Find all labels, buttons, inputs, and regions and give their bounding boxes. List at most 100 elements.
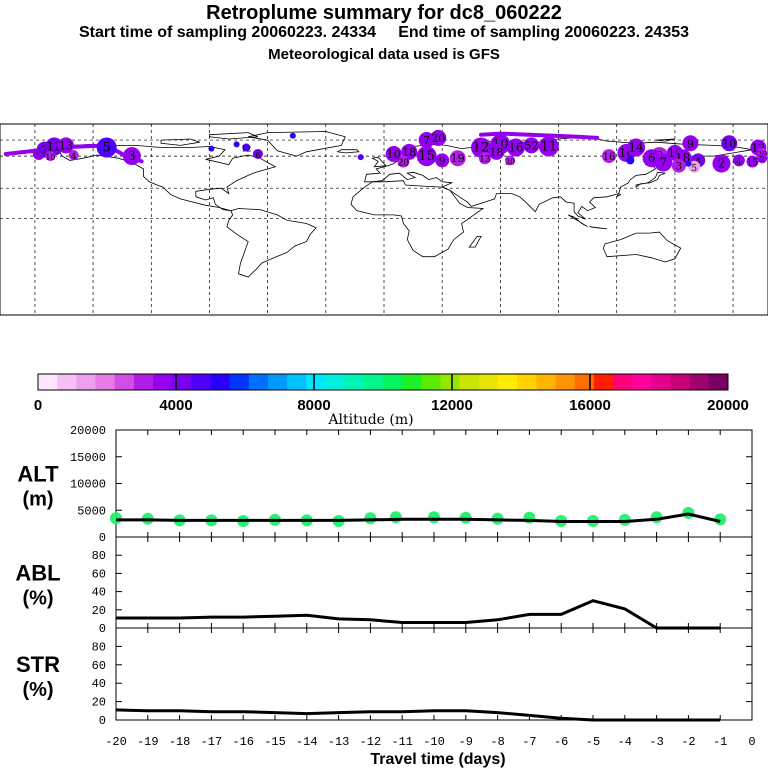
coastline (602, 231, 682, 263)
plume-point-label: 10 (387, 148, 401, 161)
plume-point (449, 150, 466, 167)
x-tick-label: -18 (169, 735, 191, 749)
plume-point-label: 3 (128, 149, 136, 163)
chart-title: Retroplume summary for dc8_060222 (206, 2, 562, 24)
plume-point-label: 7 (659, 156, 667, 170)
map-panel: 9712131045312610181520720199121016185211… (0, 123, 768, 316)
coastline (350, 180, 485, 258)
coastline (589, 226, 608, 230)
abl-panel: 80 60 40 20 0 ABL(%) (15, 536, 753, 636)
plume-point-label: 15 (747, 158, 759, 168)
plume-point (122, 147, 141, 166)
x-tick-label: -17 (201, 735, 223, 749)
plume-point-label: 12 (241, 145, 251, 154)
colorbar-swatch (191, 374, 211, 390)
coastline (209, 132, 259, 140)
plume-point-label: 15 (418, 149, 435, 164)
str-label: STR (16, 652, 60, 677)
plume-point-label: 5 (691, 164, 697, 174)
abl-label: ABL (15, 561, 60, 586)
abl-line (116, 599, 721, 630)
plume-point-label: 6 (648, 151, 656, 165)
altitude-point (364, 512, 377, 525)
plume-point (712, 154, 731, 173)
met-data-note: Meteorological data used is GFS (268, 46, 500, 63)
plume-point (506, 138, 525, 157)
colorbar-swatch (248, 374, 269, 390)
x-tick-label: -1 (713, 735, 727, 749)
colorbar-swatch (325, 374, 345, 390)
colorbar-swatch (708, 374, 729, 390)
coastline (336, 149, 360, 154)
coastline (616, 193, 622, 198)
plume-point (45, 151, 56, 162)
coastline (567, 214, 588, 228)
plume-point-label: 4 (736, 157, 742, 167)
plume-point (435, 153, 450, 168)
y-tick-label: 0 (99, 622, 106, 636)
plume-point (746, 155, 759, 168)
x-tick-label: -2 (681, 735, 695, 749)
plume-point (682, 135, 699, 152)
colorbar-tick-label: 16000 (569, 397, 611, 414)
coastline (160, 138, 200, 146)
colorbar-swatch (670, 374, 690, 390)
x-tick-label: -15 (264, 735, 286, 749)
plume-point (68, 150, 79, 161)
colorbar-label: Altitude (m) (327, 412, 413, 428)
coastline (655, 138, 675, 142)
colorbar-swatch (689, 374, 710, 390)
plume-point-label: 3 (676, 162, 682, 173)
y-tick-label: 60 (92, 659, 106, 673)
y-tick-label: 40 (92, 677, 106, 691)
altitude-point (428, 511, 440, 524)
colorbar-swatch (306, 374, 326, 390)
plume-point-label: 9 (36, 151, 42, 161)
altitude-point (714, 513, 727, 526)
plume-point-label: 14 (628, 141, 644, 155)
y-tick-label: 80 (92, 640, 106, 654)
colorbar-swatch (133, 374, 154, 390)
colorbar-swatch (478, 374, 499, 390)
plume-points: 9712131045312610181520720199121016185211… (32, 129, 767, 174)
coastline (248, 131, 346, 157)
colorbar-swatch (38, 374, 58, 390)
y-tick-label: 80 (92, 549, 106, 563)
plume-point (357, 154, 364, 161)
y-tick-label: 5000 (77, 504, 106, 518)
plume-point (732, 154, 745, 167)
plume-point-label: 9 (439, 156, 445, 167)
colorbar-tick-label: 20000 (707, 397, 749, 414)
plume-point (685, 160, 692, 167)
plume-point-label: 19 (451, 152, 465, 165)
x-tick-label: -13 (328, 735, 350, 749)
plume-point-label: 13 (59, 139, 73, 152)
altitude-point (389, 511, 402, 524)
colorbar-swatch (440, 374, 460, 390)
colorbar-swatch (421, 374, 441, 390)
colorbar-swatch (172, 374, 192, 390)
plume-point (488, 143, 505, 160)
coastline (226, 208, 317, 278)
colorbar-swatch (383, 374, 403, 390)
plume-point-label: 12 (47, 139, 62, 153)
str-frame (115, 627, 753, 721)
plume-point (627, 138, 646, 157)
plume-point (505, 155, 516, 166)
x-tick-label: -5 (586, 735, 600, 749)
colorbar-swatch (574, 374, 595, 390)
plume-point (242, 143, 251, 152)
plume-point-label: 12 (473, 141, 490, 156)
plume-point-label: 16 (603, 152, 616, 163)
abl-frame (115, 536, 753, 629)
colorbar-swatch (229, 374, 250, 390)
plume-point-label: 2 (760, 155, 765, 164)
plume-point-label: 4 (71, 152, 76, 161)
x-tick-label: -12 (360, 735, 382, 749)
plume-point-label: 7 (423, 134, 430, 147)
alt-unit: (m) (22, 489, 53, 511)
colorbar-tick-label: 12000 (431, 397, 473, 414)
plume-point (416, 146, 437, 167)
altitude-colorbar: 0 4000 8000 12000 16000 20000 (34, 373, 749, 414)
